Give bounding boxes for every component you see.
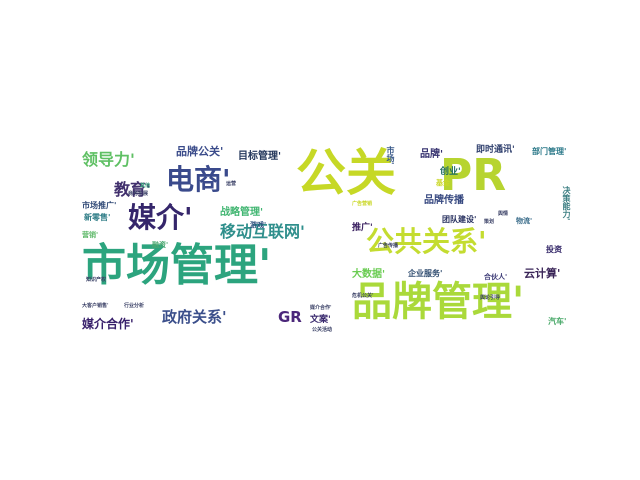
word-shichang-guanli: 市场管理' [82, 240, 272, 291]
word-dashuju: 大数据' [352, 269, 386, 280]
word-yidong-hulianwang: 移动互联网' [220, 222, 305, 241]
word-bumen-guanli: 部门管理' [532, 147, 567, 156]
word-rongzi: 融资' [152, 241, 169, 249]
word-shichang-tuiguang: 市场推广' [82, 201, 117, 210]
word-pinpai-gongguan: 品牌公关' [176, 145, 224, 158]
word-zhengfu-guanxi: 政府关系' [162, 308, 227, 326]
word-gonggong-guanxi: 公共关系' [366, 225, 487, 258]
word-pinpai-chuanbo: 品牌传播 [424, 195, 464, 206]
word-tiny-zhishi: 知识产权 [86, 277, 107, 283]
word-jijin: 基金 [436, 179, 450, 187]
word-qiye-fuwu: 企业服务' [408, 269, 443, 278]
word-tiny-weiji: 危机公关' [352, 293, 374, 299]
word-pinpai: 品牌' [420, 149, 444, 160]
word-juece-nengli: 决策能力' [562, 186, 571, 221]
word-tiny-qita: 其他 [140, 183, 151, 189]
word-meijie-hezuo: 媒介合作' [82, 317, 134, 331]
word-shichang-vertical: 市场' [386, 146, 395, 165]
word-wuliu: 物流' [516, 217, 533, 225]
word-meijie: 媒介' [128, 201, 193, 234]
word-tiny-dakehu: 大客户销售' [82, 303, 109, 309]
word-tiny-yuqing: 舆情 [498, 211, 509, 217]
word-tiny-guanggao: 广告营销 [352, 201, 373, 207]
word-tiny-hangye: 行业分析 [124, 303, 145, 309]
word-tiny-yunying: 运营 [226, 181, 237, 187]
word-tiny-chuanbo: 广告传播 [378, 243, 399, 249]
word-jishi-tongxun: 即时通讯' [476, 145, 515, 155]
word-tiny-shangwu: 商务拓展 [128, 191, 149, 197]
word-wenan: 文案' [310, 315, 331, 325]
word-tiny-yulun: 舆论引导 [480, 295, 501, 301]
word-yunjisuan: 云计算' [524, 267, 561, 280]
word-youxi: 游戏' [250, 221, 267, 229]
word-dianshang: 电商' [166, 163, 231, 196]
word-gongguan: 公关 [296, 144, 396, 202]
word-hehuoren: 合伙人' [484, 273, 508, 281]
word-lingdaoli: 领导力' [82, 150, 135, 169]
word-jiaoyu: 教育' [114, 180, 151, 199]
word-tiny-cehua: 策划 [484, 219, 495, 225]
word-tuiguang: 推广' [352, 223, 373, 233]
word-pr: PR [440, 150, 507, 201]
word-tuandui-jianshe: 团队建设' [442, 215, 477, 224]
word-mubiao-guanli: 目标管理' [238, 151, 282, 162]
word-touzi: 投资 [546, 245, 562, 254]
word-xinlingshou: 新零售' [84, 213, 111, 222]
word-yingxiao: 营销' [82, 231, 99, 239]
word-zhanlue-guanli: 战略管理' [220, 207, 264, 218]
word-tiny-huodong: 公关活动 [312, 327, 333, 333]
word-tiny-meijie: 媒介合作' [310, 305, 332, 311]
word-pinpai-guanli: 品牌管理' [352, 279, 525, 325]
wordcloud: 公关 PR 市场管理' 品牌管理' 电商' 媒介' 公共关系' 移动互联网' 领… [80, 146, 576, 346]
word-qiche: 汽车' [548, 317, 567, 326]
word-gr: GR [278, 308, 302, 326]
word-chuangye: 创业' [440, 167, 461, 177]
